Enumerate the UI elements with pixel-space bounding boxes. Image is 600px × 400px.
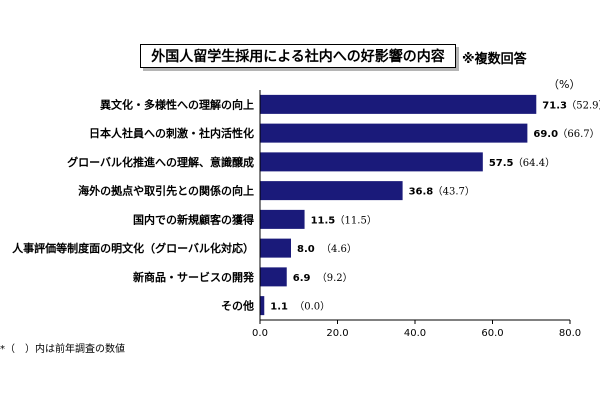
chart-title: 外国人留学生採用による社内への好影響の内容 — [140, 44, 456, 68]
value-label: 36.8 — [409, 187, 434, 198]
value-label: 8.0 — [297, 244, 315, 255]
bar — [260, 181, 403, 201]
previous-value-label: （52.9） — [566, 99, 600, 111]
previous-value-label: （0.0） — [294, 301, 330, 313]
bar — [260, 296, 265, 316]
category-label: グローバル化推進への理解、意識醸成 — [67, 155, 254, 169]
category-label: 異文化・多様性への理解の向上 — [100, 97, 254, 111]
chart-subtitle: ※複数回答 — [462, 52, 527, 67]
previous-value-label: （4.6） — [321, 243, 357, 255]
bar — [260, 123, 528, 143]
bar — [260, 94, 537, 114]
value-label: 71.3 — [542, 100, 567, 111]
previous-value-label: （43.7） — [433, 186, 475, 198]
previous-value-label: （64.4） — [513, 157, 555, 169]
value-label: 57.5 — [489, 158, 514, 169]
previous-value-label: （66.7） — [557, 128, 599, 140]
x-tick-label: 80.0 — [559, 328, 581, 339]
category-label: その他 — [221, 299, 254, 313]
previous-value-label: （9.2） — [317, 272, 353, 284]
value-label: 1.1 — [270, 302, 288, 313]
category-label: 日本人社員への刺激・社内活性化 — [89, 126, 254, 140]
x-tick-label: 60.0 — [481, 328, 503, 339]
x-tick-label: 40.0 — [404, 328, 426, 339]
category-label: 国内での新規顧客の獲得 — [133, 212, 254, 226]
value-label: 11.5 — [311, 215, 336, 226]
bar — [260, 238, 291, 258]
bar — [260, 209, 305, 229]
category-label: 海外の拠点や取引先との関係の向上 — [78, 184, 254, 198]
value-label: 69.0 — [533, 129, 558, 140]
x-tick-label: 20.0 — [326, 328, 348, 339]
category-label: 新商品・サービスの開発 — [133, 270, 255, 284]
bar — [260, 152, 483, 172]
bar — [260, 267, 287, 287]
unit-label: （%） — [548, 78, 581, 91]
previous-value-label: （11.5） — [335, 214, 377, 226]
value-label: 6.9 — [293, 273, 311, 284]
category-label: 人事評価等制度面の明文化（グローバル化対応） — [12, 241, 254, 255]
x-tick-label: 0.0 — [252, 328, 268, 339]
footnote: *（ ）内は前年調査の数値 — [0, 344, 125, 355]
